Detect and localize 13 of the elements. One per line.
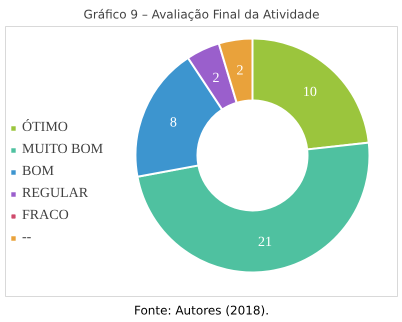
data-label: 10 xyxy=(302,84,317,100)
legend-label: BOM xyxy=(22,164,54,180)
data-label: 21 xyxy=(258,235,272,250)
legend-label: REGULAR xyxy=(22,186,88,202)
data-label: 8 xyxy=(170,116,177,131)
source-note: Fonte: Autores (2018). xyxy=(134,304,270,318)
legend-label: -- xyxy=(22,230,32,246)
data-label: 2 xyxy=(212,71,220,86)
chart-title: Gráfico 9 – Avaliação Final da Atividade xyxy=(84,8,320,22)
legend-label: FRACO xyxy=(22,208,69,224)
data-label: 2 xyxy=(236,64,244,79)
legend-label: ÓTIMO xyxy=(22,120,68,136)
legend-label: MUITO BOM xyxy=(22,142,104,158)
